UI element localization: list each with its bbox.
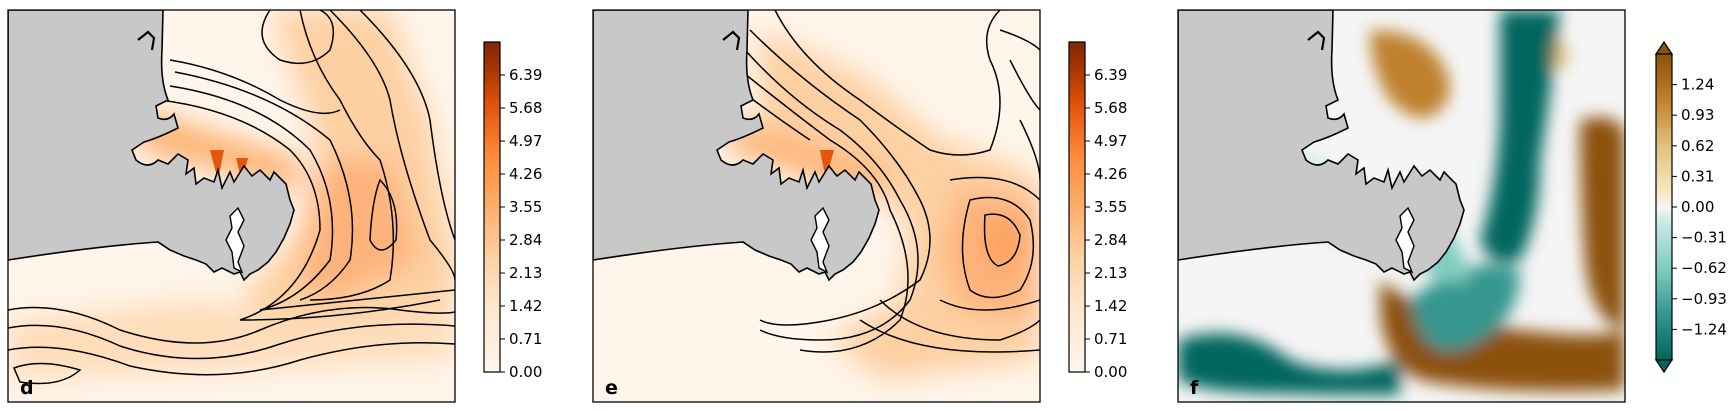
panel-d-colorbar-tick-label: 6.39 xyxy=(509,66,542,84)
panel-d-colorbar-bar xyxy=(483,41,501,373)
panel-d-map xyxy=(8,10,455,402)
panel-d-colorbar-tick-label: 1.42 xyxy=(509,297,542,315)
panel-e: e 0.00 0.71 1.42 2.13 2.84 3.55 4.26 4.97 5.68 6.… xyxy=(592,9,1127,403)
panel-f-colorbar-tick-label: −0.93 xyxy=(1681,290,1727,308)
panel-e-colorbar-tick-label: 5.68 xyxy=(1094,99,1127,117)
panel-f-colorbar-tick-label: 0.00 xyxy=(1681,198,1714,216)
panel-e-colorbar-tick-label: 2.13 xyxy=(1094,264,1127,282)
panel-e-colorbar-tick-label: 4.26 xyxy=(1094,165,1127,183)
panel-f-colorbar-tick-label: −1.24 xyxy=(1681,320,1727,338)
panel-f-colorbar-tick-label: −0.31 xyxy=(1681,229,1727,247)
panel-f-colorbar-tick-label: 0.93 xyxy=(1681,106,1714,124)
panel-d-colorbar-tick-label: 2.84 xyxy=(509,231,542,249)
panel-f-colorbar-tick-label: 0.31 xyxy=(1681,167,1714,185)
panel-d-colorbar: 0.00 0.71 1.42 2.13 2.84 3.55 4.26 4.97 5.68 6.39 xyxy=(483,41,542,381)
panel-e-colorbar-tick-label: 0.71 xyxy=(1094,330,1127,348)
panel-f-frame xyxy=(1177,9,1626,403)
panel-d-contours xyxy=(8,10,455,385)
panel-e-colorbar: 0.00 0.71 1.42 2.13 2.84 3.55 4.26 4.97 5.68 6.39 xyxy=(1068,41,1127,381)
panel-f-map xyxy=(1178,10,1625,402)
panel-e-label: e xyxy=(605,377,618,399)
panel-d-frame xyxy=(7,9,456,403)
panel-f-colorbar-bar xyxy=(1655,53,1673,361)
panel-e-colorbar-tick-label: 4.97 xyxy=(1094,132,1127,150)
panel-d-colorbar-tick-label: 2.13 xyxy=(509,264,542,282)
panel-f: f −1.24 −0.93 −0.62 −0.31 0.00 0.31 0.62 0.93 1.… xyxy=(1177,9,1727,403)
panel-f-colorbar: −1.24 −0.93 −0.62 −0.31 0.00 0.31 0.62 0.93 1.24 xyxy=(1654,40,1727,374)
panel-e-colorbar-tick-label: 1.42 xyxy=(1094,297,1127,315)
panel-f-colorbar-tick-label: 1.24 xyxy=(1681,76,1714,94)
panel-e-colorbar-bar xyxy=(1068,41,1086,373)
panel-d-colorbar-tick-label: 0.71 xyxy=(509,330,542,348)
panel-d-colorbar-tick-label: 5.68 xyxy=(509,99,542,117)
panel-d-colorbar-tick-label: 0.00 xyxy=(509,363,542,381)
panel-e-colorbar-tick-label: 6.39 xyxy=(1094,66,1127,84)
panel-e-map xyxy=(593,10,1040,402)
panel-d: d 0.00 0.71 1.42 2.13 2.84 3.55 4.26 4.97 5.68 6.… xyxy=(7,9,542,403)
panel-e-colorbar-tick-label: 2.84 xyxy=(1094,231,1127,249)
panel-d-colorbar-tick-label: 4.97 xyxy=(509,132,542,150)
panel-e-frame xyxy=(592,9,1041,403)
panel-e-colorbar-tick-label: 0.00 xyxy=(1094,363,1127,381)
panel-e-colorbar-tick-label: 3.55 xyxy=(1094,198,1127,216)
panel-f-colorbar-tick-label: 0.62 xyxy=(1681,137,1714,155)
panel-f-colorbar-tick-label: −0.62 xyxy=(1681,259,1727,277)
panel-d-colorbar-tick-label: 3.55 xyxy=(509,198,542,216)
panel-e-contours xyxy=(739,10,1040,353)
panel-f-colorbar-extend-top xyxy=(1654,40,1674,55)
panel-d-label: d xyxy=(20,377,34,399)
panel-f-label: f xyxy=(1190,377,1199,399)
panel-d-colorbar-tick-label: 4.26 xyxy=(509,165,542,183)
panel-f-colorbar-extend-bottom xyxy=(1654,359,1674,374)
